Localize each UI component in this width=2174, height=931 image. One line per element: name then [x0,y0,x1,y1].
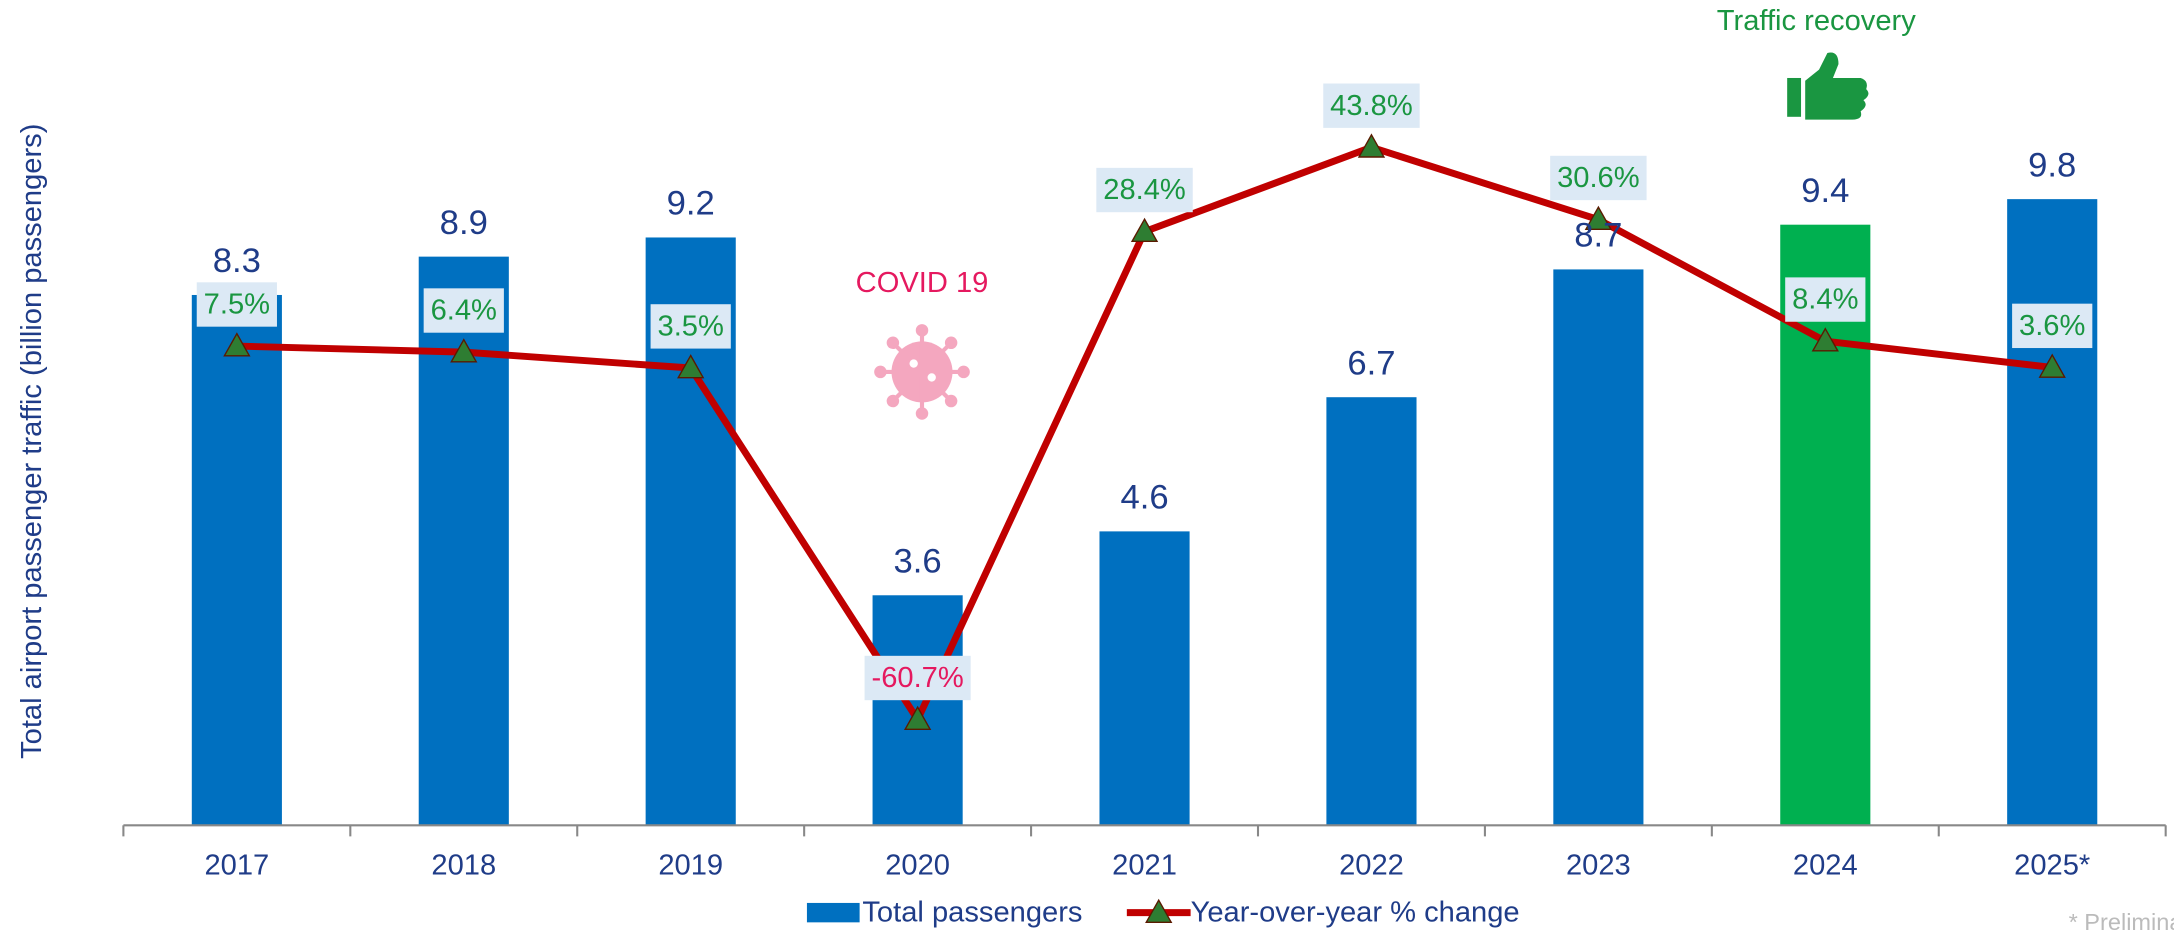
marker [450,338,478,363]
value-label-box [2012,303,2093,349]
bar [1099,531,1190,826]
line-value-label: 28.4% [1103,174,1186,206]
value-label-box [864,655,971,701]
x-tick-label: 2021 [1112,850,1177,882]
thumbs-up-icon [1787,52,1869,120]
x-tick-label: 2018 [431,850,496,882]
x-tick-label: 2024 [1793,850,1858,882]
x-tick-label: 2017 [204,850,269,882]
marker [1357,133,1386,158]
line-value-label: 3.6% [2019,310,2085,342]
x-tick-label: 2022 [1339,850,1404,882]
value-label-box [1785,277,1866,322]
legend-label: Year-over-year % change [1191,897,1520,929]
marker [2038,353,2066,378]
bar-value-label: 8.9 [440,204,488,242]
bar-value-label: 9.2 [667,185,715,223]
bar-value-label: 3.6 [894,543,942,581]
line-value-label: 7.5% [204,289,270,321]
marker [223,332,251,357]
x-tick-label: 2020 [885,850,950,882]
marker [1811,327,1839,352]
line-value-label: 30.6% [1557,162,1640,194]
covid-annotation: COVID 19 [856,267,989,299]
bar [2007,199,2098,826]
x-tick-label: 2025* [2014,850,2090,882]
value-label-box [1550,155,1647,201]
line-value-label: 6.4% [431,295,497,327]
line-value-label: 3.5% [658,310,724,342]
bar-value-label: 8.7 [1574,217,1622,255]
legend-swatch [806,902,860,923]
legend-marker [1145,898,1173,924]
value-label-box [423,288,504,333]
value-label-box [196,282,277,327]
footnote: * Preliminary figures [2069,909,2174,931]
line-value-label: 8.4% [1792,284,1858,316]
marker [1130,217,1159,243]
legend-label: Total passengers [862,897,1082,929]
recovery-annotation: Traffic recovery [1717,5,1916,37]
x-tick-label: 2023 [1566,850,1631,882]
bar-value-label: 9.8 [2028,146,2076,184]
bar-value-label: 6.7 [1347,344,1395,382]
bar [1553,269,1644,826]
x-tick-label: 2019 [658,850,723,882]
marker [903,705,932,730]
bar-value-label: 8.3 [213,242,261,280]
value-label-box [1323,83,1420,128]
y-axis-label: Total airport passenger traffic (billion… [16,124,48,759]
bar [191,294,282,826]
value-label-box [1096,167,1193,213]
bar-value-label: 9.4 [1801,172,1849,210]
marker [677,354,705,379]
line-value-label: -60.7% [872,662,964,694]
bar [1326,397,1417,826]
line-value-label: 43.8% [1330,90,1413,122]
marker [1584,205,1613,230]
value-label-box [650,304,731,349]
virus-icon [874,324,970,420]
bar-value-label: 4.6 [1120,479,1168,517]
